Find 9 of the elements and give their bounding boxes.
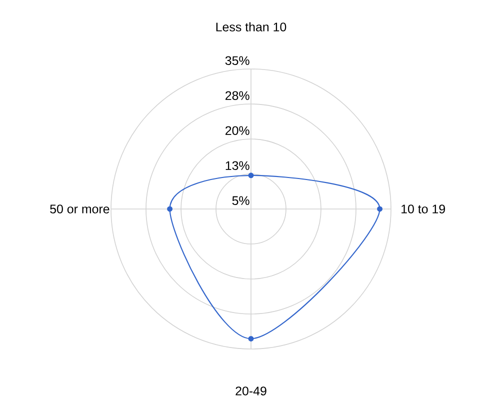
spoke-label: Less than 10 [216, 22, 286, 32]
spoke-label: 10 to 19 [402, 204, 445, 214]
y-tick-label: 28% [225, 91, 250, 100]
y-tick-label: 35% [225, 56, 250, 66]
spoke-label: 50 or more [50, 204, 110, 214]
y-tick-label: 5% [232, 196, 250, 205]
y-tick-label: 20% [225, 126, 250, 136]
spoke-label: 20-49 [236, 386, 266, 396]
y-tick-label: 13% [226, 161, 250, 170]
